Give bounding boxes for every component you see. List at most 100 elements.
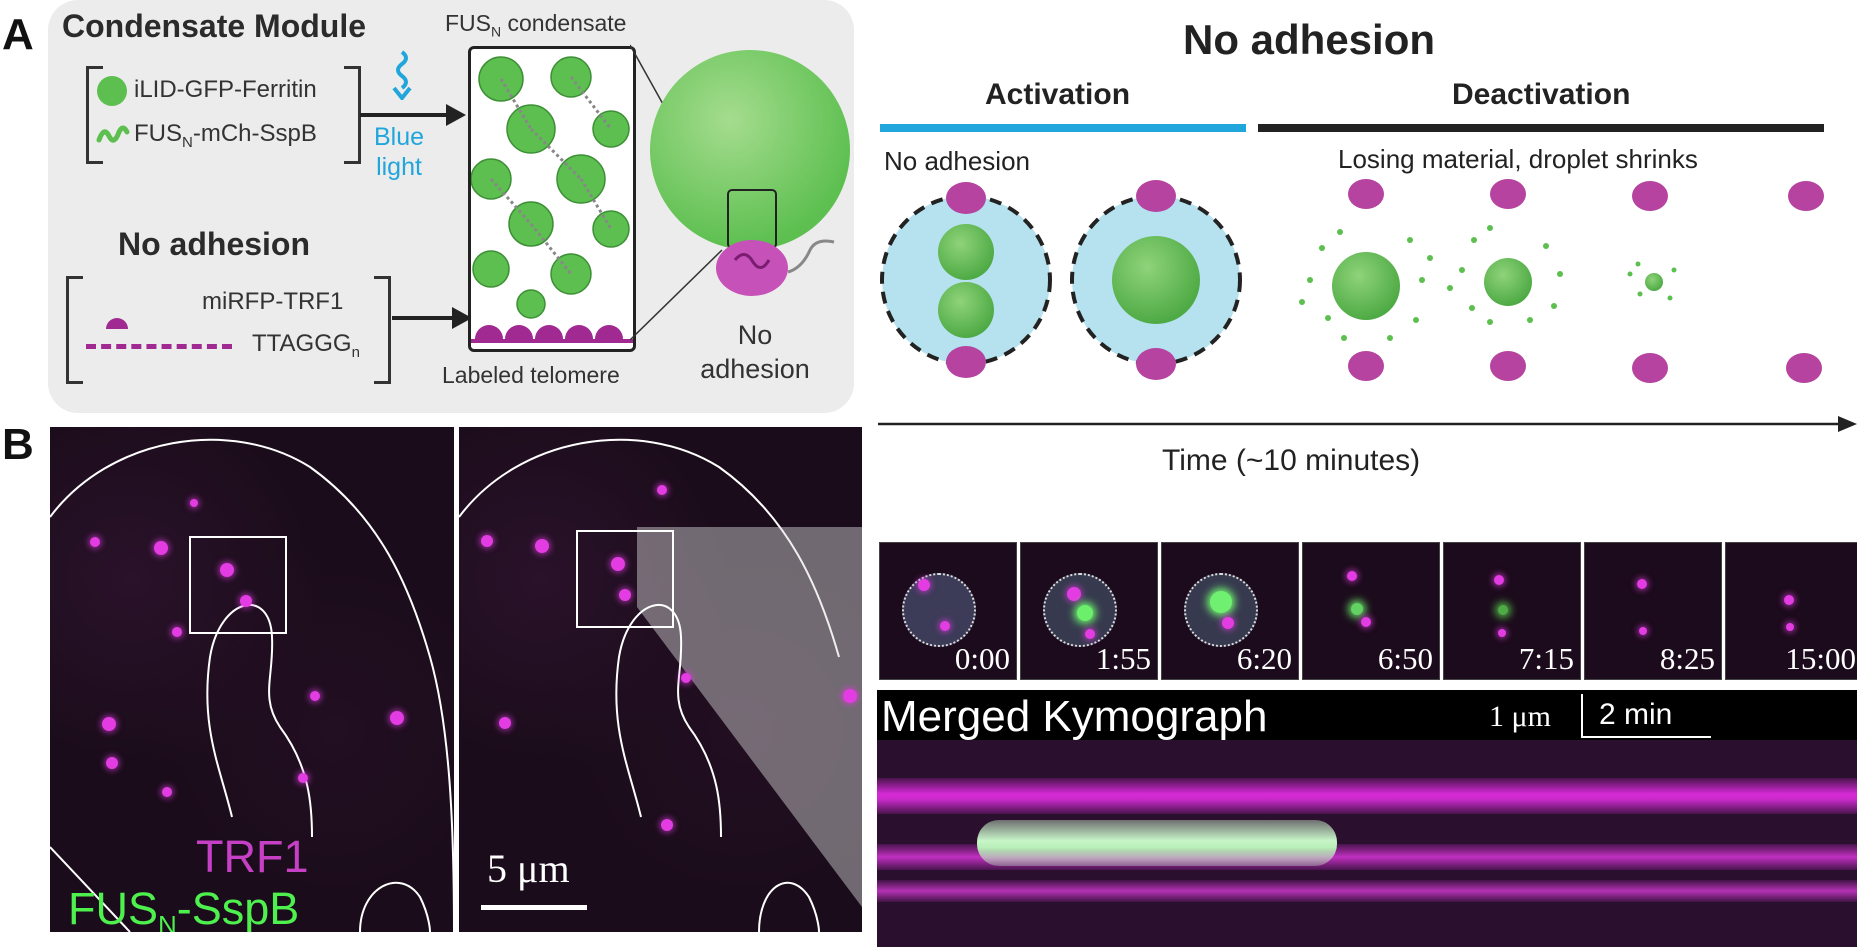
frame-spot [1786, 623, 1794, 631]
ferritin-icon [97, 76, 127, 106]
schematic-title: No adhesion [1183, 16, 1436, 63]
telomere-spot [390, 711, 404, 725]
blue-light-icon [392, 50, 412, 100]
condensate-droplet-illustration [630, 44, 850, 341]
telomere-spot [298, 773, 308, 783]
telomere-dna-icon [86, 344, 232, 349]
frame-spot [1210, 591, 1232, 613]
micrograph-zoomed-cell: 5 μm [459, 427, 862, 932]
telomere-spot [611, 557, 625, 571]
timelapse-frame: 1:55 [1020, 542, 1158, 680]
frame-timestamp: 7:15 [1518, 641, 1574, 676]
frame-timestamp: 15:00 [1785, 641, 1856, 676]
frame-spot [1639, 627, 1647, 635]
deactivation-bar [1258, 124, 1824, 132]
frame-spot [1085, 629, 1095, 639]
scale-bar [481, 905, 587, 910]
bracket-right [344, 66, 361, 164]
kymograph-scale-divider [1581, 694, 1583, 738]
telomere-spot [102, 717, 116, 731]
trf1-legend: TRF1 [196, 831, 309, 882]
condensate-zoom-box [468, 46, 636, 352]
telomere-spot [220, 563, 234, 577]
kymograph-title: Merged Kymograph [881, 692, 1268, 741]
frame-timestamp: 6:50 [1377, 641, 1433, 676]
telomere-spot [619, 589, 631, 601]
frame-spot [1498, 605, 1508, 615]
activation-heading: Activation [985, 78, 1131, 111]
droplet-outline [1043, 573, 1117, 647]
fus-label: FUSN-mCh-SspB [134, 120, 317, 151]
telomere-spot [657, 485, 667, 495]
frame-spot [1494, 575, 1504, 585]
timelapse-frame: 8:25 [1584, 542, 1722, 680]
frame-spot [1498, 629, 1506, 637]
telomere-spot [154, 541, 168, 555]
telomere-spot [481, 535, 493, 547]
kymograph-image [877, 740, 1857, 947]
ferritin-label: iLID-GFP-Ferritin [134, 76, 317, 103]
telomere-spot [535, 539, 549, 553]
nucleus-outline [459, 438, 862, 932]
deactivation-heading: Deactivation [1452, 78, 1631, 111]
deactivation-caption: Losing material, droplet shrinks [1338, 144, 1698, 174]
frame-spot [918, 579, 930, 591]
kymograph-condensate-signal [977, 820, 1337, 866]
blue-light-label: Blue light [373, 123, 425, 181]
droplet-timeline-illustration [880, 179, 1824, 383]
kymograph-time-scale-bar [1581, 736, 1711, 738]
frame-timestamp: 0:00 [954, 641, 1010, 676]
bracket-right [374, 276, 391, 384]
ttaggg-label: TTAGGGn [252, 330, 360, 361]
labeled-telomere-label: Labeled telomere [442, 362, 620, 388]
telomere-spot [843, 689, 857, 703]
trf1-label: miRFP-TRF1 [202, 288, 344, 315]
frame-spot [940, 621, 950, 631]
frame-spot [1361, 617, 1371, 627]
panel-label-a: A [2, 10, 34, 59]
bracket-left [86, 66, 103, 164]
no-adhesion-note: No adhesion [700, 320, 810, 384]
telomere-spot [499, 717, 511, 729]
frame-spot [1077, 605, 1093, 621]
timelapse-frame: 6:50 [1302, 542, 1440, 680]
droplet-outline [902, 573, 976, 647]
fus-sspb-legend: FUSN-SspB [68, 883, 300, 932]
timelapse-frame: 0:00 [879, 542, 1017, 680]
frame-spot [1784, 595, 1794, 605]
panel-label-b: B [2, 420, 34, 469]
telomere-spot [90, 537, 100, 547]
timelapse-frame: 6:20 [1161, 542, 1299, 680]
kymograph-band-telomere [877, 880, 1857, 902]
bracket-left [66, 276, 83, 384]
no-adhesion-subtitle: No adhesion [118, 226, 311, 262]
condensate-module-title: Condensate Module [62, 8, 367, 44]
time-axis-label: Time (~10 minutes) [1162, 444, 1421, 477]
frame-spot [1351, 603, 1363, 615]
arrow-icon [360, 104, 466, 126]
frame-timestamp: 1:55 [1095, 641, 1151, 676]
telomere-spot [172, 627, 182, 637]
kymograph-band-telomere [877, 778, 1857, 814]
timelapse-frame: 7:15 [1443, 542, 1581, 680]
frame-spot [1637, 579, 1647, 589]
activation-caption: No adhesion [884, 146, 1030, 176]
scale-bar-label: 5 μm [487, 846, 570, 891]
kymograph-space-scale: 1 μm [1489, 700, 1551, 733]
arrow-icon [392, 307, 472, 329]
nucleus-outline [50, 438, 454, 932]
frame-spot [1222, 617, 1234, 629]
telomere-spot [661, 819, 673, 831]
telomere-spot [681, 673, 691, 683]
timelapse-frame: 15:00 [1725, 542, 1857, 680]
fus-squiggle-icon [96, 125, 130, 143]
frame-timestamp: 8:25 [1659, 641, 1715, 676]
fus-network-illustration [471, 56, 633, 343]
telomere-spot [190, 499, 198, 507]
micrograph-full-cell: TRF1 FUSN-SspB [50, 427, 454, 932]
fus-condensate-label: FUSN condensate [445, 10, 627, 40]
kymograph-header: Merged Kymograph 1 μm 2 min [877, 690, 1857, 741]
telomere-spot [162, 787, 172, 797]
telomere-spot [240, 595, 252, 607]
activation-bar [880, 124, 1246, 132]
